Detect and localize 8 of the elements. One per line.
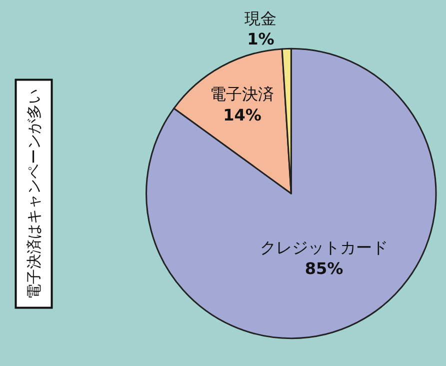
data-label: 1% [247,30,274,49]
data-label: 85% [304,258,344,278]
slice-label: 電子決済 [210,84,274,104]
slice-label: クレジットカード [260,238,388,258]
slice-label: 現金 [244,8,277,28]
text: 電子決済はキャンペーンが多い [24,88,43,299]
pie-slice [146,48,437,339]
data-label: 14% [223,105,262,124]
